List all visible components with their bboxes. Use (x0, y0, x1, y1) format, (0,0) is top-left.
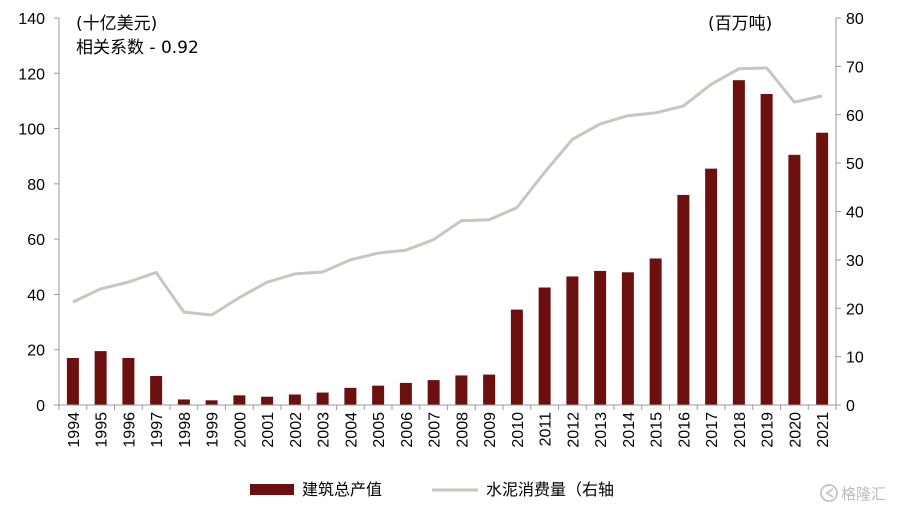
bar-2018 (732, 80, 745, 405)
x-tick-label: 2018 (732, 412, 749, 448)
line-series (72, 66, 823, 317)
bar-2000 (233, 395, 246, 405)
bar-2002 (288, 394, 301, 405)
bar-2001 (261, 396, 274, 405)
bar-2017 (705, 168, 718, 405)
x-tick-label: 2014 (621, 412, 638, 448)
left-tick-label: 40 (27, 287, 45, 304)
bar-2014 (621, 272, 634, 405)
bar-1997 (150, 375, 163, 405)
x-tick-label: 2021 (815, 412, 832, 448)
x-tick-label: 2013 (593, 412, 610, 448)
x-tick-label: 1994 (66, 412, 83, 448)
bar-2019 (760, 94, 773, 406)
legend-bar-label: 建筑总产值 (302, 480, 382, 499)
x-tick-label: 1999 (205, 412, 222, 448)
bar-2021 (816, 132, 829, 405)
bar-1994 (66, 358, 79, 405)
x-axis-ticks: 1994 1995 1996 1997 1998 1999 2000 2001 2002 2003… (58, 405, 837, 448)
correlation-annotation: 相关系数 - 0.92 (76, 38, 199, 58)
x-tick-label: 2017 (704, 412, 721, 448)
bar-2008 (455, 375, 468, 405)
right-axis-unit-label: (百万吨) (708, 14, 772, 34)
x-tick-label: 2006 (399, 412, 416, 448)
left-tick-label: 60 (27, 232, 45, 249)
left-tick-label: 0 (36, 398, 45, 415)
cement-consumption-line (72, 66, 823, 317)
watermark: 格隆汇 (820, 484, 886, 503)
x-tick-label: 2020 (787, 412, 804, 448)
bar-2010 (510, 309, 523, 405)
legend: 建筑总产值 水泥消费量（右轴 (250, 480, 614, 499)
bar-1996 (122, 358, 135, 405)
watermark-logo-icon (820, 484, 838, 502)
x-tick-label: 1996 (121, 412, 138, 448)
x-tick-label: 2008 (454, 412, 471, 448)
right-tick-label: 60 (846, 108, 864, 125)
x-tick-label: 1997 (149, 412, 166, 448)
x-tick-label: 2007 (427, 412, 444, 448)
bar-2009 (483, 374, 496, 405)
x-tick-label: 2019 (760, 412, 777, 448)
bar-2004 (344, 387, 357, 405)
bar-2011 (538, 287, 551, 405)
x-tick-label: 2011 (538, 412, 555, 447)
bar-2003 (316, 392, 329, 405)
left-tick-label: 20 (27, 343, 45, 360)
bar-2007 (427, 380, 440, 405)
right-tick-label: 0 (846, 398, 855, 415)
x-tick-label: 2012 (565, 412, 582, 448)
bar-2005 (372, 385, 385, 405)
axes (58, 18, 837, 406)
x-tick-label: 2001 (260, 412, 277, 448)
left-tick-label: 100 (18, 122, 45, 139)
bar-2012 (566, 276, 579, 405)
bar-2015 (649, 258, 662, 405)
legend-line-label: 水泥消费量（右轴 (486, 480, 614, 499)
left-axis-ticks: 0 20 40 60 80 100 120 140 (18, 11, 59, 415)
x-tick-label: 2004 (343, 412, 360, 448)
left-tick-label: 140 (18, 11, 45, 28)
watermark-text: 格隆汇 (841, 485, 886, 503)
right-tick-label: 40 (846, 205, 864, 222)
right-tick-label: 70 (846, 59, 864, 76)
bar-series (66, 80, 829, 406)
bar-1995 (94, 351, 107, 405)
x-tick-label: 1998 (177, 412, 194, 448)
x-tick-label: 2016 (676, 412, 693, 448)
right-tick-label: 30 (846, 253, 864, 270)
left-tick-label: 80 (27, 177, 45, 194)
bar-2013 (594, 270, 607, 405)
bar-2020 (788, 154, 801, 405)
x-tick-label: 2002 (288, 412, 305, 448)
left-tick-label: 120 (18, 66, 45, 83)
right-tick-label: 50 (846, 156, 864, 173)
bar-2006 (399, 382, 412, 405)
x-tick-label: 2005 (371, 412, 388, 448)
x-tick-label: 2009 (482, 412, 499, 448)
legend-bar-swatch (250, 484, 294, 495)
bar-1999 (205, 400, 218, 405)
x-tick-label: 2003 (316, 412, 333, 448)
right-tick-label: 80 (846, 11, 864, 28)
right-axis-ticks: 0 10 20 30 40 50 60 70 80 (836, 11, 864, 415)
x-tick-label: 1995 (94, 412, 111, 448)
x-tick-label: 2010 (510, 412, 527, 448)
x-tick-label: 2000 (232, 412, 249, 448)
right-tick-label: 20 (846, 301, 864, 318)
bar-1998 (177, 399, 190, 405)
left-axis-unit-label: (十亿美元) (76, 14, 157, 34)
right-tick-label: 10 (846, 350, 864, 367)
x-tick-label: 2015 (649, 412, 666, 448)
bar-2016 (677, 194, 690, 405)
